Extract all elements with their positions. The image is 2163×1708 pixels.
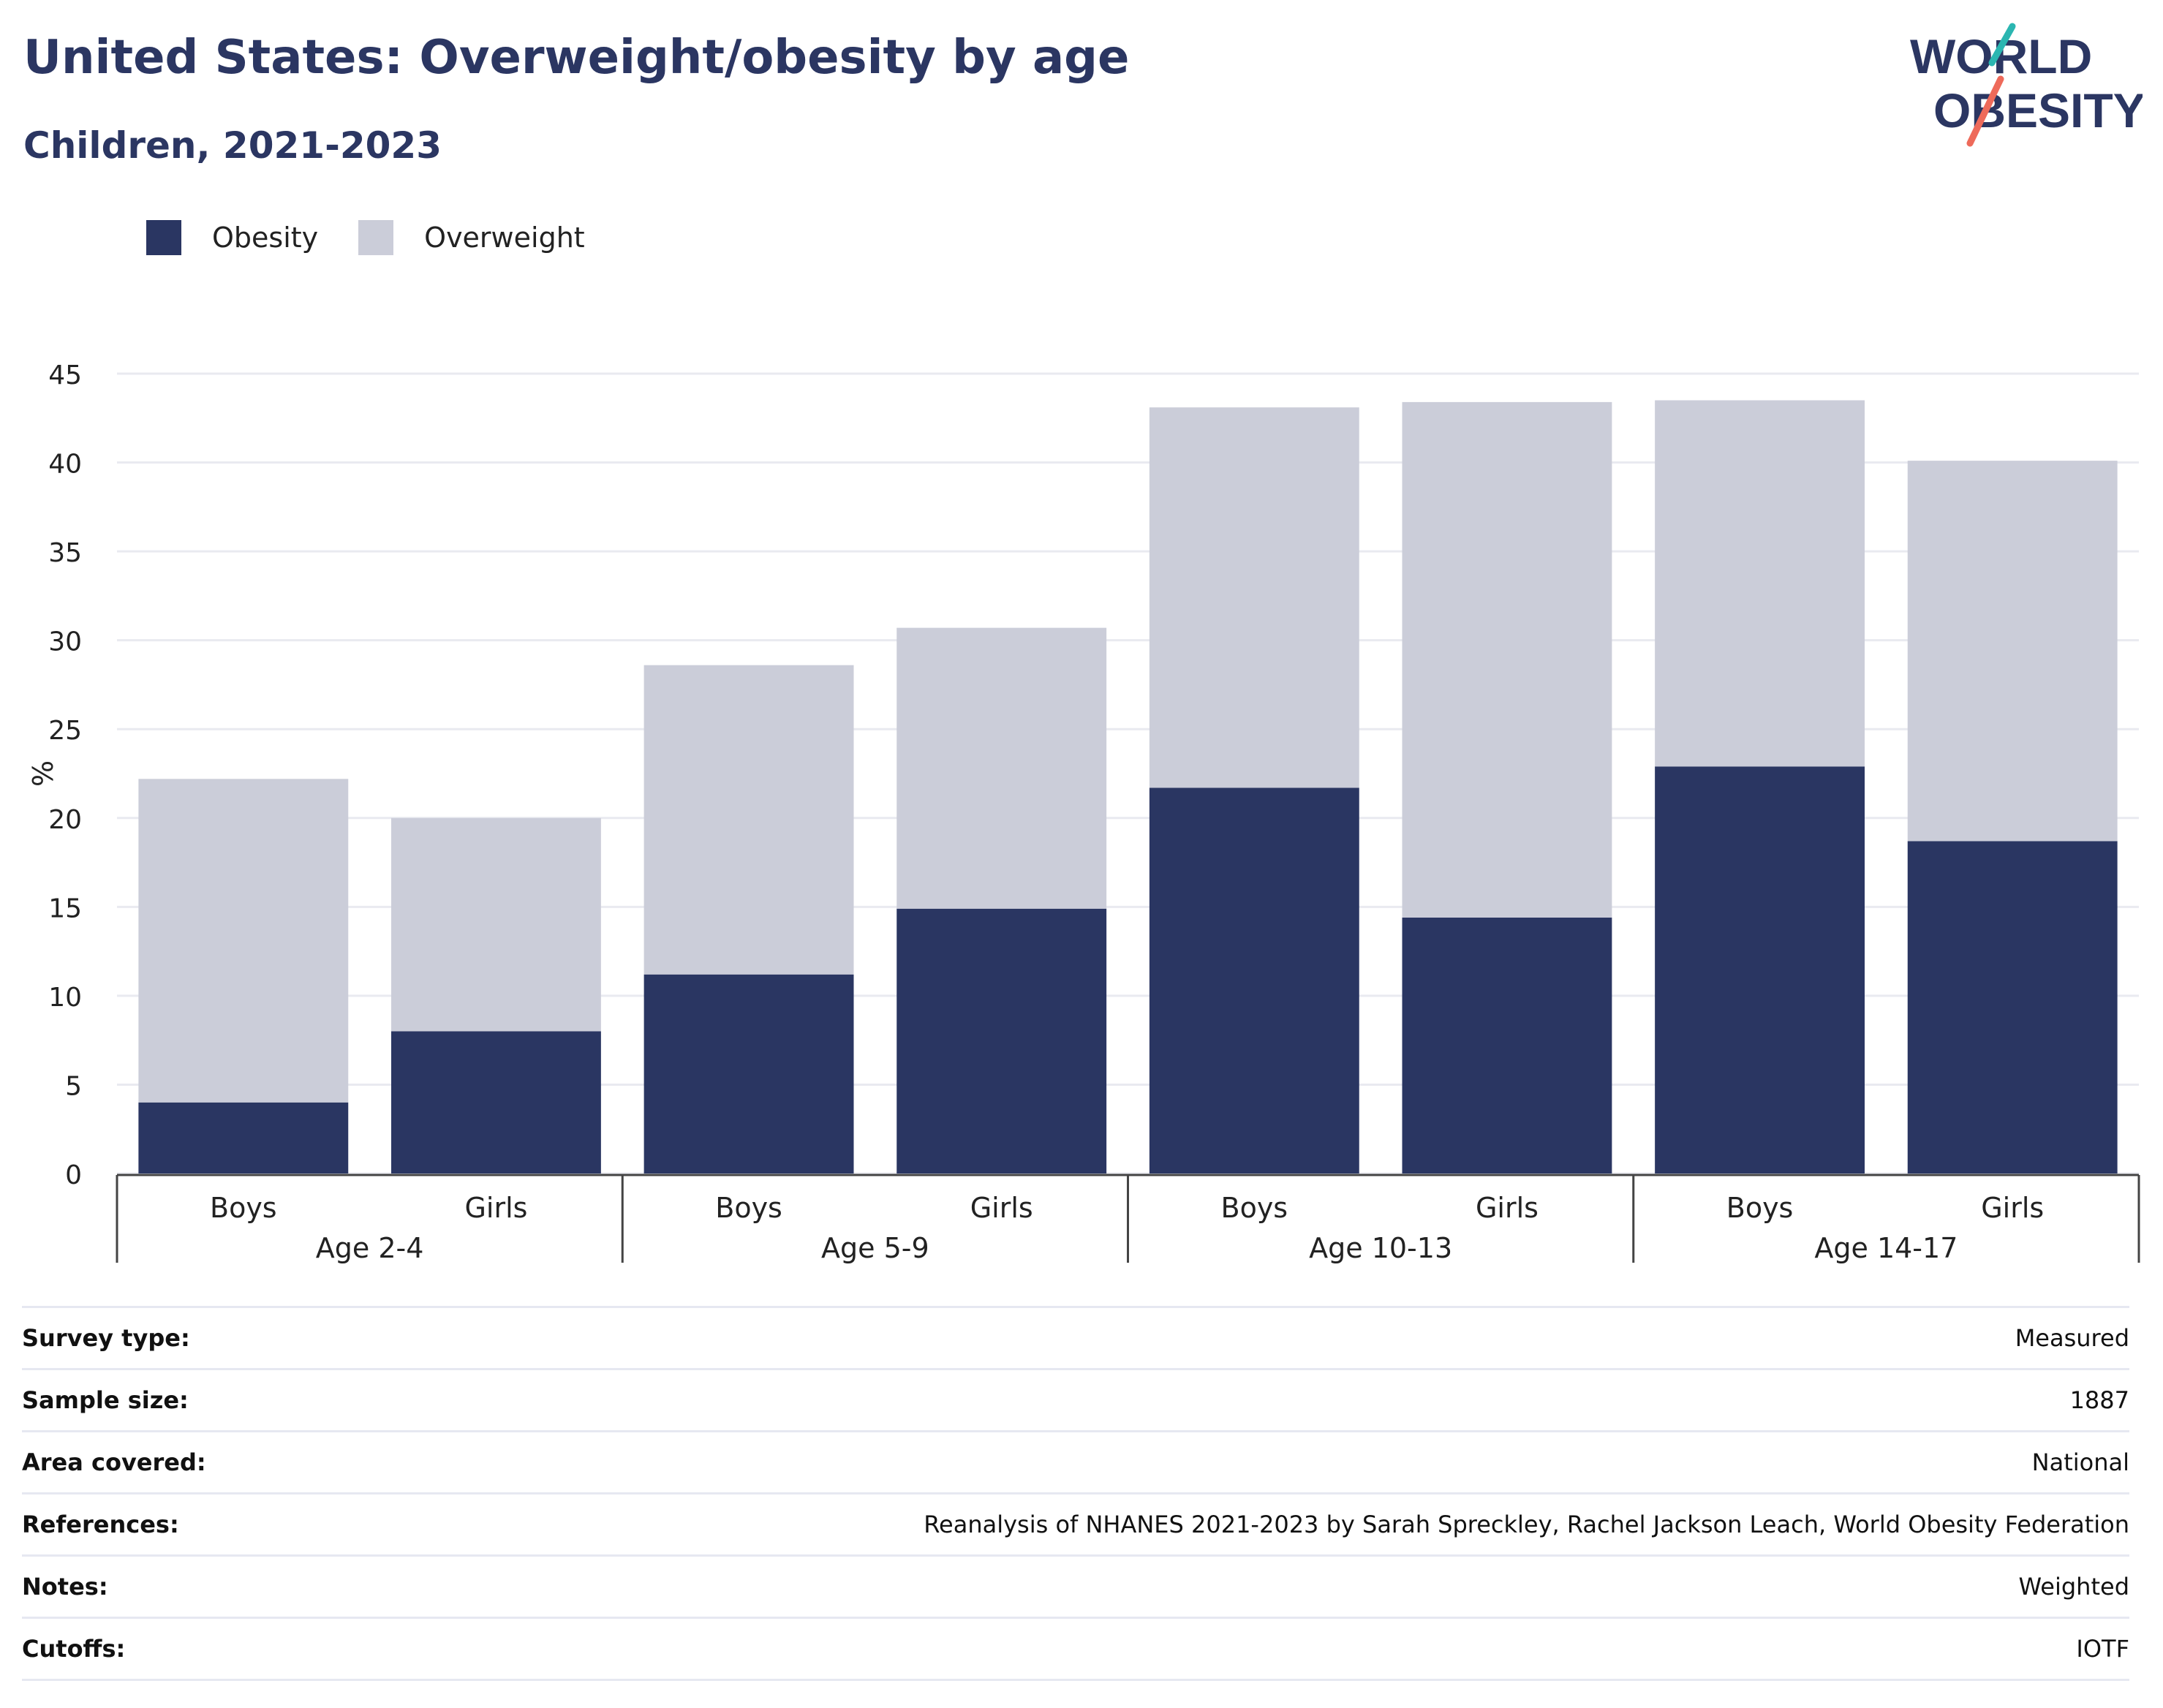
y-tick-label: 30 [48,627,82,657]
y-tick-label: 10 [48,983,82,1013]
chart-legend: Obesity Overweight [146,216,625,260]
info-label: Cutoffs: [22,1635,126,1663]
info-row: Cutoffs: IOTF [22,1619,2129,1681]
x-tick-label: Girls [1476,1192,1539,1224]
logo-slash-teal [1988,23,2016,67]
y-axis-label: % [27,760,59,787]
group-label: Age 14-17 [1814,1232,1958,1264]
legend-label-overweight: Overweight [424,222,585,254]
info-label: References: [22,1511,179,1538]
chart-title: United States: Overweight/obesity by age [23,31,1130,85]
info-row: Area covered: National [22,1432,2129,1494]
bar-obesity [1655,766,1865,1174]
info-value: National [2031,1448,2129,1476]
bar-overweight [138,779,349,1103]
x-tick-label: Boys [210,1192,277,1224]
bar-obesity [896,908,1107,1174]
info-value: IOTF [2076,1635,2129,1663]
x-tick-label: Girls [1981,1192,2044,1224]
x-tick-label: Boys [1726,1192,1794,1224]
info-label: Survey type: [22,1324,190,1352]
bar-overweight [391,817,601,1032]
bar-obesity [1402,917,1612,1174]
y-tick-label: 45 [48,360,82,390]
chart-subtitle: Children, 2021-2023 [23,124,442,167]
x-tick-label: Boys [1221,1192,1288,1224]
stacked-bar-chart: 0 5 10 15 20 25 30 35 40 45% Boys Girls Boys Girls Boy… [27,360,2140,1264]
x-tick-label: Boys [715,1192,782,1224]
legend-swatch-overweight [358,220,394,255]
x-tick-label: Girls [970,1192,1033,1224]
info-value: 1887 [2069,1386,2129,1414]
logo-word-obesity: OBESITY [1933,83,2143,137]
bar-overweight [1149,407,1359,788]
info-label: Notes: [22,1573,108,1601]
y-tick-label: 5 [65,1071,82,1101]
bar-overweight [643,665,854,975]
y-tick-label: 40 [48,450,82,480]
logo-word-world: WORLD [1910,29,2092,83]
bar-overweight [896,627,1107,909]
bar-obesity [643,974,854,1174]
group-label: Age 2-4 [316,1232,424,1264]
bar-obesity [391,1031,601,1174]
info-label: Sample size: [22,1386,189,1414]
group-label: Age 5-9 [821,1232,929,1264]
legend-swatch-obesity [146,220,181,255]
logo-slash-coral [1966,75,2004,147]
info-row: Survey type: Measured [22,1306,2129,1370]
y-tick-label: 0 [65,1160,82,1190]
y-tick-label: 25 [48,716,82,746]
world-obesity-logo: WORLD OBESITY [1910,23,2143,147]
bar-obesity [1149,787,1359,1174]
bar-obesity [1907,841,2118,1174]
info-value: Weighted [2018,1573,2129,1601]
y-tick-label: 20 [48,805,82,835]
info-label: Area covered: [22,1448,206,1476]
x-tick-label: Girls [464,1192,527,1224]
legend-label-obesity: Obesity [212,222,319,254]
info-value: Reanalysis of NHANES 2021-2023 by Sarah … [924,1511,2129,1538]
group-label: Age 10-13 [1309,1232,1452,1264]
legend-item-overweight[interactable]: Overweight [358,220,585,255]
info-value: Measured [2015,1324,2129,1352]
info-row: Notes: Weighted [22,1557,2129,1619]
bar-overweight [1655,400,1865,767]
bar-overweight [1907,461,2118,842]
bar-obesity [138,1102,349,1174]
survey-info-table: Survey type: Measured Sample size: 1887 Area… [22,1306,2129,1681]
info-row: Sample size: 1887 [22,1370,2129,1432]
bar-overweight [1402,401,1612,918]
legend-item-obesity[interactable]: Obesity [146,220,318,255]
y-tick-label: 15 [48,893,82,923]
y-tick-label: 35 [48,538,82,568]
info-row: References: Reanalysis of NHANES 2021-202… [22,1494,2129,1557]
